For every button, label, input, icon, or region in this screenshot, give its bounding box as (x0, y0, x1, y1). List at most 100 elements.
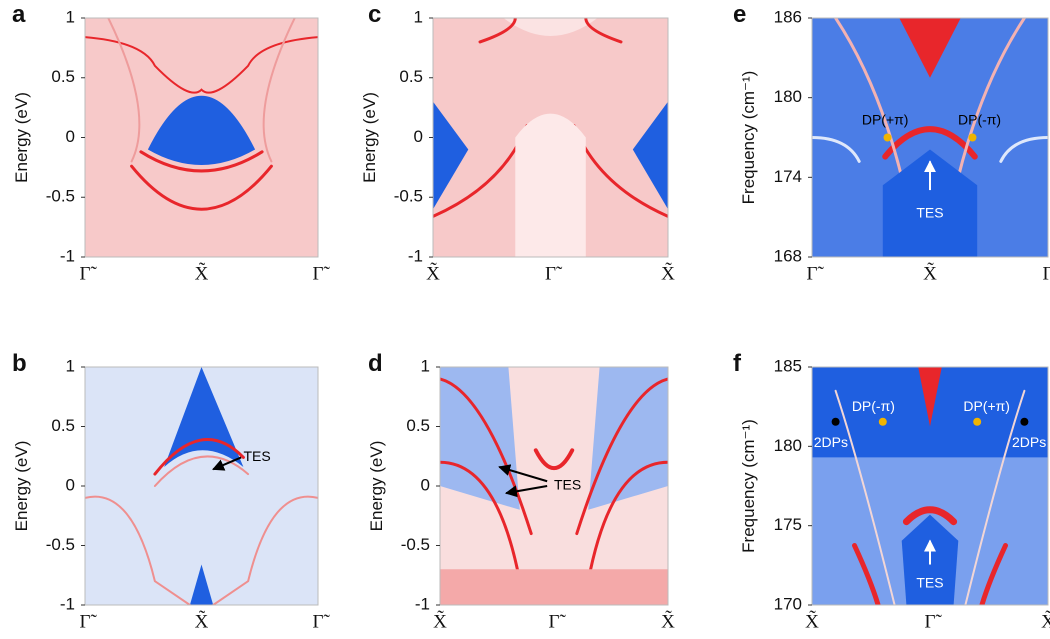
panel-label: c (368, 1, 381, 28)
band (262, 18, 296, 163)
arrow (212, 456, 242, 471)
x-tick-label: Γ̃ (1043, 263, 1050, 284)
y-axis-label: Energy (eV) (360, 92, 379, 183)
band (918, 367, 942, 427)
y-tick-label: -0.5 (394, 187, 423, 206)
x-tick-label: Γ̃ (313, 611, 331, 632)
band (533, 448, 575, 470)
y-tick-label: -1 (60, 246, 75, 265)
x-tick-label: X̃ (661, 262, 675, 285)
marker-dot (1020, 417, 1029, 426)
band (882, 149, 978, 257)
panel-label: a (12, 1, 26, 28)
x-tick-label: X̃ (1041, 610, 1050, 633)
band (440, 569, 668, 605)
band (85, 36, 318, 94)
band (107, 18, 141, 163)
y-tick-label: -1 (408, 246, 423, 265)
panel: a -1 -0.5 0 0.5 1 Energy (eV) Γ̃ X̃ Γ̃ (12, 1, 330, 284)
y-tick-label: 0 (414, 127, 423, 146)
y-tick-label: 174 (774, 167, 802, 186)
x-tick-label: Γ̃ (80, 263, 98, 284)
band (139, 150, 264, 173)
y-tick-label: -0.5 (46, 535, 75, 554)
y-tick-label: 180 (774, 436, 802, 455)
heatmap (433, 18, 668, 257)
y-tick-label: -0.5 (46, 187, 75, 206)
band (440, 367, 520, 510)
y-tick-label: 0 (421, 475, 430, 494)
marker-dot (973, 417, 982, 426)
marker-dot (883, 133, 892, 142)
annotation: TES (554, 477, 581, 493)
band (440, 377, 533, 536)
y-axis-label: Energy (eV) (12, 441, 31, 532)
y-tick-label: 0.5 (406, 416, 430, 435)
annotation: DP(+π) (862, 111, 909, 127)
x-tick-label: X̃ (195, 262, 209, 285)
x-tick-label: X̃ (433, 610, 447, 633)
y-tick-label: 1 (66, 356, 75, 375)
y-tick-label: 186 (774, 7, 802, 26)
band (189, 564, 214, 605)
panel: c -1 -0.5 0 0.5 1 Energy (eV) X̃ Γ̃ X̃ (360, 1, 675, 284)
x-tick-label: X̃ (661, 610, 675, 633)
annotation: TES (243, 448, 270, 464)
band (812, 136, 861, 163)
band (147, 95, 256, 165)
y-axis-label: Energy (eV) (12, 92, 31, 183)
y-tick-label: -1 (60, 594, 75, 613)
x-tick-label: X̃ (195, 610, 209, 633)
annotation: DP(-π) (958, 111, 1001, 127)
band (902, 506, 958, 526)
band (588, 367, 668, 510)
annotation: TES (916, 574, 943, 590)
band (979, 543, 1008, 605)
y-tick-label: 170 (774, 594, 802, 613)
band (515, 113, 586, 257)
annotation: 2DPs (814, 434, 848, 450)
band (882, 126, 978, 160)
band (999, 136, 1048, 163)
panel: e 168 174 180 186 Frequency (cm⁻¹) Γ̃ X̃ Γ̃ DP(+π… (733, 1, 1050, 284)
y-tick-label: 168 (774, 246, 802, 265)
band (478, 18, 517, 44)
heatmap (812, 367, 1048, 605)
y-tick-label: 1 (421, 356, 430, 375)
x-tick-label: Γ̃ (807, 263, 825, 284)
x-tick-label: X̃ (426, 262, 440, 285)
y-tick-label: 185 (774, 356, 802, 375)
annotation: TES (916, 205, 943, 221)
band (440, 460, 522, 583)
band (632, 101, 668, 210)
panel: b -1 -0.5 0 0.5 1 Energy (eV) Γ̃ X̃ Γ̃ TES (12, 350, 330, 632)
panel-label: e (733, 1, 746, 28)
y-axis-label: Frequency (cm⁻¹) (739, 419, 758, 553)
annotation: DP(-π) (852, 398, 895, 414)
band (503, 18, 598, 36)
band (852, 543, 881, 605)
y-tick-label: 0.5 (51, 416, 75, 435)
band (153, 438, 245, 476)
x-tick-label: X̃ (923, 262, 937, 285)
band (899, 18, 961, 78)
y-tick-label: 0.5 (399, 67, 423, 86)
band (153, 455, 250, 487)
arrow (504, 485, 548, 498)
heatmap (85, 18, 318, 257)
band (575, 377, 668, 536)
x-tick-label: Γ̃ (925, 611, 943, 632)
y-tick-label: 175 (774, 515, 802, 534)
y-tick-label: 1 (414, 7, 423, 26)
x-tick-label: Γ̃ (549, 611, 567, 632)
marker-dot (831, 417, 840, 426)
frame (811, 366, 1049, 606)
annotation: DP(+π) (963, 398, 1010, 414)
x-tick-label: X̃ (805, 610, 819, 633)
heatmap (812, 18, 1048, 257)
x-tick-label: Γ̃ (313, 263, 331, 284)
x-tick-label: Γ̃ (545, 263, 563, 284)
y-tick-label: 0.5 (51, 67, 75, 86)
band (834, 389, 896, 605)
frame (811, 17, 1049, 258)
